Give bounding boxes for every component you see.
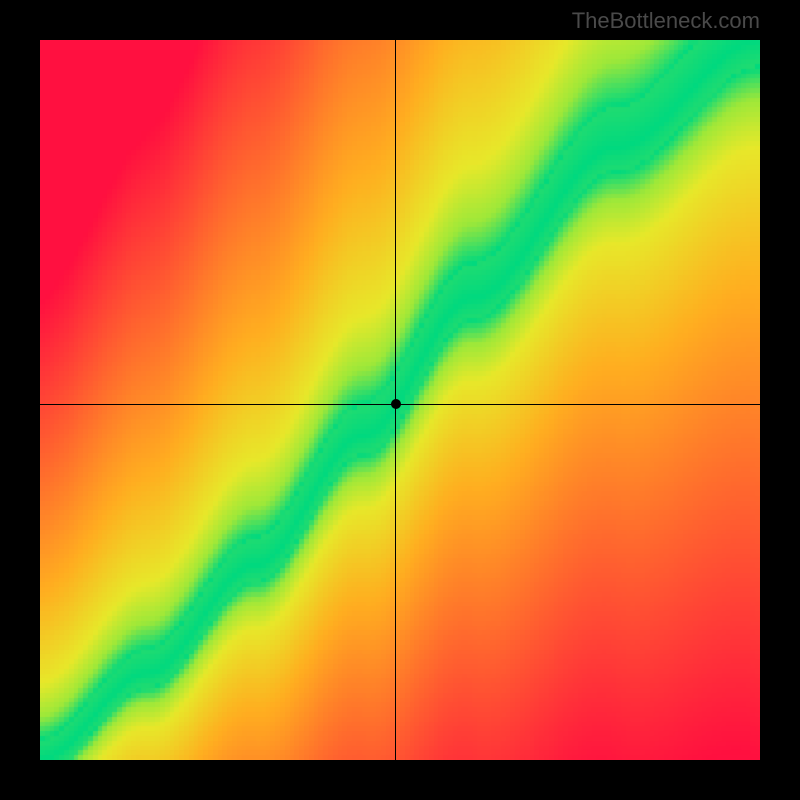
crosshair-marker [391, 399, 401, 409]
plot-area [40, 40, 760, 760]
watermark-label: TheBottleneck.com [572, 8, 760, 34]
chart-container: TheBottleneck.com [0, 0, 800, 800]
heatmap-canvas [40, 40, 760, 760]
